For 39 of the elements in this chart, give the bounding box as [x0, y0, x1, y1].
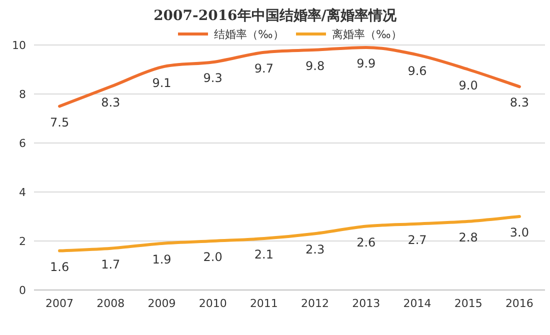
data-label: 8.3 — [101, 96, 120, 110]
data-label: 2.7 — [408, 232, 427, 247]
y-tick-label: 0 — [19, 284, 26, 297]
data-label: 9.7 — [254, 61, 274, 76]
data-label: 9.1 — [152, 76, 172, 90]
data-label: 9.3 — [203, 71, 222, 86]
data-label: 8.3 — [510, 96, 529, 110]
data-label: 9.0 — [458, 78, 478, 92]
x-tick-label: 2009 — [148, 297, 176, 310]
data-label: 2.6 — [356, 235, 376, 250]
x-tick-label: 2012 — [301, 297, 330, 310]
x-tick-label: 2011 — [250, 297, 278, 310]
legend-label: 结婚率（‰） — [214, 28, 284, 41]
data-label: 9.9 — [356, 56, 376, 70]
data-label: 2.1 — [254, 248, 274, 262]
data-label: 1.7 — [101, 257, 120, 272]
y-tick-label: 10 — [12, 39, 26, 52]
data-label: 1.6 — [50, 260, 70, 274]
x-tick-label: 2015 — [454, 297, 482, 310]
data-label: 3.0 — [510, 226, 529, 240]
chart-title: 2007-2016年中国结婚率/离婚率情况 — [154, 7, 398, 24]
data-label: 2.0 — [203, 250, 222, 264]
data-label: 1.9 — [152, 252, 172, 266]
x-tick-label: 2014 — [403, 297, 432, 310]
y-tick-label: 4 — [19, 186, 26, 199]
x-tick-label: 2013 — [352, 297, 380, 310]
x-tick-label: 2010 — [198, 297, 227, 310]
data-label: 2.8 — [458, 230, 478, 244]
x-tick-label: 2008 — [96, 297, 125, 310]
data-label: 9.6 — [408, 64, 427, 78]
x-tick-label: 2007 — [46, 297, 74, 310]
y-tick-label: 6 — [19, 137, 26, 150]
x-tick-label: 2016 — [505, 297, 534, 310]
legend-label: 离婚率（‰） — [332, 28, 402, 41]
data-label: 7.5 — [50, 115, 70, 130]
data-label: 2.3 — [306, 242, 325, 257]
y-tick-label: 2 — [19, 235, 26, 248]
data-label: 9.8 — [306, 58, 325, 73]
y-tick-label: 8 — [19, 88, 26, 101]
